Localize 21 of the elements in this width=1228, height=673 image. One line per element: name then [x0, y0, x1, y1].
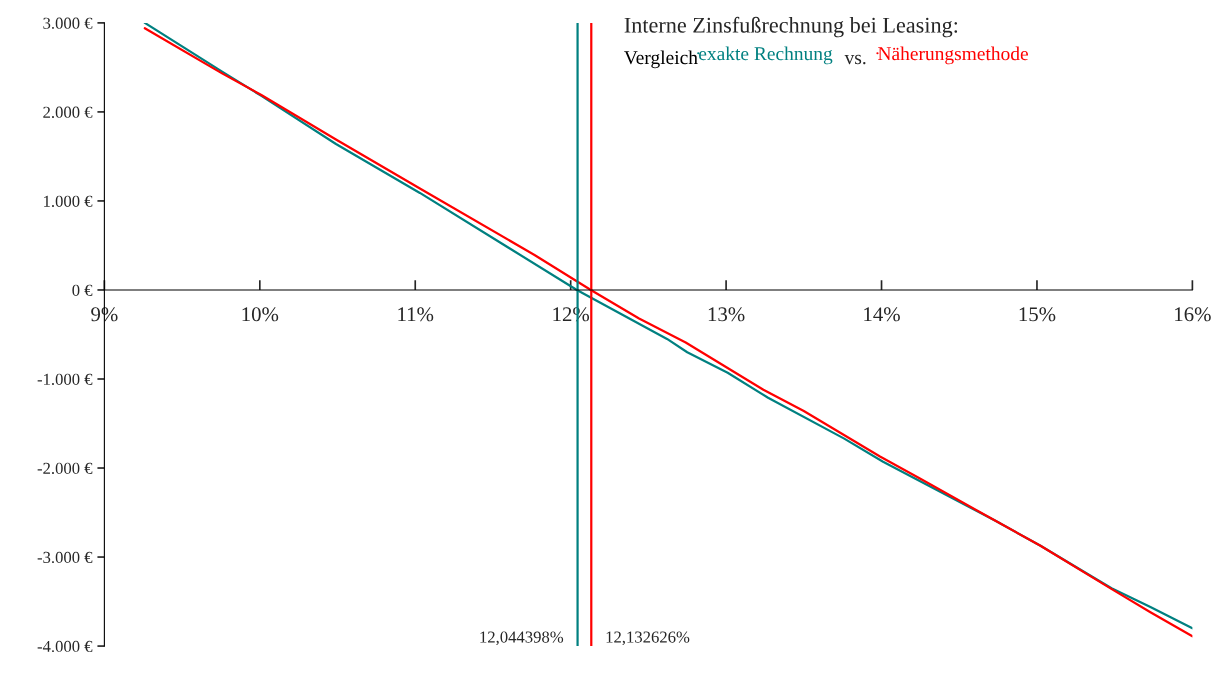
- y-tick-label: 1.000 €: [44, 195, 93, 207]
- text: Vergleich: [624, 50, 698, 69]
- ref-line-label: 12,044398%: [480, 631, 564, 646]
- y-tick-label: -1.000 €: [37, 373, 93, 386]
- x-tick-label: 10%: [242, 307, 279, 322]
- chart-title: Interne Zinsfußrechnung bei Leasing:: [624, 16, 958, 38]
- y-tick-label: 0 €: [72, 284, 93, 296]
- y-tick-label: -3.000 €: [37, 551, 93, 564]
- x-tick-label: 11%: [398, 307, 434, 322]
- y-tick-label: -2.000 €: [37, 462, 93, 475]
- y-tick-label: 3.000 €: [43, 17, 93, 29]
- annotation: vs.: [844, 54, 866, 65]
- y-tick-label: 2.000 €: [43, 106, 93, 118]
- x-tick-label: 16%: [1175, 307, 1211, 322]
- x-tick-label: 13%: [708, 307, 745, 322]
- ref-line-label: 12,132626%: [606, 631, 690, 646]
- legend-label: Näherungsmethode: [878, 46, 1028, 65]
- legend-label: exakte Rechnung: [699, 46, 833, 65]
- x-tick-label: 15%: [1019, 307, 1056, 322]
- x-tick-label: 14%: [864, 307, 900, 322]
- y-tick-label: -4.000 €: [37, 640, 93, 653]
